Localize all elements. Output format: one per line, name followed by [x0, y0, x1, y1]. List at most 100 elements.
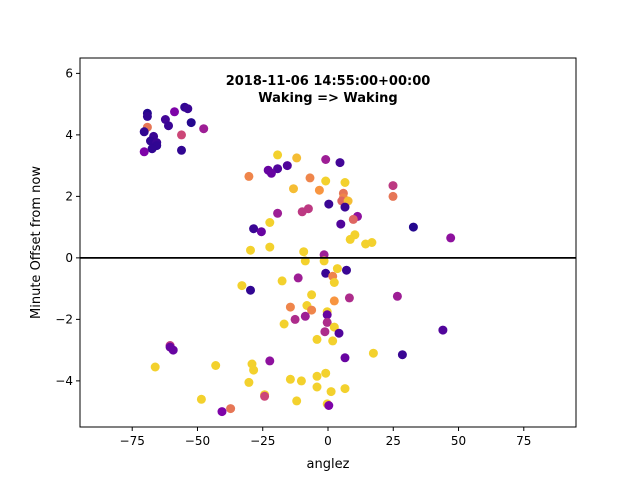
data-point	[249, 224, 259, 234]
y-tick-label: 4	[65, 128, 73, 142]
data-point	[139, 147, 149, 157]
data-point	[290, 314, 300, 324]
x-tick-label: −25	[250, 434, 275, 448]
data-point	[246, 245, 255, 255]
data-point	[361, 239, 371, 249]
data-point	[282, 161, 292, 171]
data-point	[392, 291, 402, 301]
y-axis-label: Minute Offset from now	[29, 166, 44, 319]
data-point	[329, 322, 339, 332]
data-point	[170, 107, 179, 117]
data-point	[147, 144, 157, 154]
data-point	[256, 227, 266, 237]
points-layer	[139, 102, 456, 417]
chart-subtitle: Waking => Waking	[258, 91, 397, 106]
chart-title: 2018-11-06 14:55:00+00:00	[226, 74, 431, 89]
data-point	[296, 376, 306, 386]
data-point	[177, 130, 186, 140]
y-tick-label: 2	[65, 189, 73, 203]
data-point	[237, 281, 247, 291]
data-point	[340, 202, 350, 212]
x-axis-label: anglez	[307, 457, 350, 472]
data-point	[307, 305, 317, 315]
data-point	[324, 199, 334, 209]
data-point	[340, 353, 350, 363]
data-point	[265, 242, 275, 252]
data-point	[260, 391, 270, 401]
data-point	[328, 336, 338, 346]
data-point	[244, 377, 254, 387]
data-point	[305, 173, 315, 183]
data-point	[348, 214, 358, 224]
y-tick-label: −4	[55, 374, 73, 388]
data-point	[329, 278, 339, 287]
data-point	[334, 328, 344, 338]
data-point	[186, 118, 196, 128]
data-point	[446, 233, 456, 243]
data-point	[249, 365, 259, 375]
data-point	[299, 247, 309, 257]
data-point	[345, 234, 355, 244]
data-point	[340, 178, 350, 187]
ticks-layer: −75 −50 −25 0 25 50 75 −4 −2 0 2 4 6	[55, 66, 531, 448]
data-point	[293, 273, 303, 283]
data-point	[307, 290, 317, 300]
data-point	[326, 387, 336, 397]
data-point	[368, 348, 378, 358]
data-point	[438, 325, 448, 335]
data-point	[244, 171, 254, 181]
data-point	[263, 165, 273, 175]
data-point	[312, 371, 322, 381]
data-point	[322, 317, 332, 327]
data-point	[226, 404, 236, 414]
data-point	[168, 345, 178, 355]
data-point	[273, 150, 283, 160]
x-tick-label: −75	[120, 434, 145, 448]
data-point	[285, 302, 295, 312]
data-point	[177, 145, 186, 155]
y-tick-label: −2	[55, 312, 73, 326]
y-tick-label: 6	[65, 66, 73, 80]
data-point	[297, 207, 307, 217]
data-point	[324, 401, 334, 410]
data-point	[196, 394, 206, 404]
data-point	[199, 124, 209, 134]
data-point	[265, 356, 275, 366]
data-point	[285, 374, 295, 384]
data-point	[388, 191, 398, 201]
data-point	[265, 218, 275, 227]
data-point	[408, 222, 418, 232]
data-point	[320, 327, 330, 337]
data-point	[292, 396, 302, 406]
data-point	[217, 407, 227, 417]
data-point	[336, 219, 346, 229]
data-point	[246, 285, 255, 295]
data-point	[164, 121, 173, 131]
data-point	[312, 334, 322, 344]
data-point	[388, 181, 398, 191]
data-point	[183, 104, 193, 114]
x-tick-label: 25	[386, 434, 401, 448]
data-point	[329, 296, 339, 306]
data-point	[300, 311, 310, 321]
data-point	[340, 384, 350, 394]
data-point	[150, 362, 160, 372]
data-point	[289, 184, 298, 194]
x-tick-label: 50	[451, 434, 466, 448]
data-point	[277, 276, 287, 286]
x-tick-label: 0	[324, 434, 332, 448]
data-point	[342, 265, 351, 275]
data-point	[321, 368, 331, 378]
data-point	[211, 361, 221, 370]
data-point	[321, 155, 331, 164]
data-point	[273, 208, 283, 218]
data-point	[312, 382, 322, 392]
data-point	[279, 319, 289, 329]
data-point	[273, 164, 283, 174]
x-tick-label: 75	[516, 434, 531, 448]
data-point	[332, 264, 342, 274]
plot-area-frame	[79, 57, 577, 428]
data-point	[139, 127, 149, 137]
data-point	[321, 268, 331, 278]
